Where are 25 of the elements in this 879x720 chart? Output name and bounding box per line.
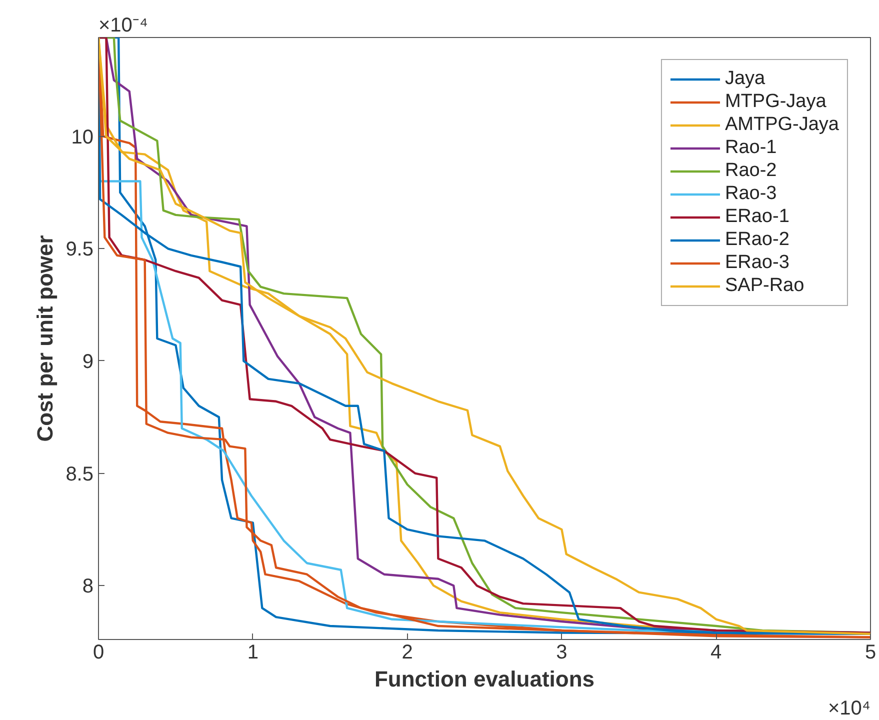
legend-label: Rao-1 — [724, 137, 777, 159]
legend-label: ERao-3 — [724, 252, 790, 274]
legend-label: Jaya — [724, 68, 766, 90]
x-tick-label: 3 — [556, 642, 568, 664]
x-tick-label: 2 — [402, 642, 413, 664]
legend-label: SAP-Rao — [724, 275, 804, 297]
legend-label: MTPG-Jaya — [724, 91, 826, 113]
y-axis-title: Cost per unit power — [32, 234, 58, 442]
x-tick-label: 4 — [710, 642, 722, 664]
legend-label: ERao-1 — [724, 206, 790, 228]
legend-label: ERao-2 — [724, 229, 790, 251]
y-tick-label: 9 — [82, 350, 94, 373]
legend-label: Rao-2 — [724, 160, 777, 182]
y-tick-label: 8 — [82, 576, 94, 598]
y-tick-label: 10 — [71, 126, 94, 148]
text: ×10⁴ — [828, 698, 871, 720]
legend-label: Rao-3 — [724, 183, 777, 205]
y-tick-label: 9.5 — [66, 238, 94, 261]
y-tick-label: 8.5 — [66, 463, 94, 486]
x-tick-label: 5 — [864, 642, 876, 664]
x-tick-label: 0 — [92, 642, 104, 664]
x-axis-title: Function evaluations — [374, 666, 595, 692]
legend-label: AMTPG-Jaya — [724, 114, 839, 136]
text: ×10⁻⁴ — [98, 14, 148, 36]
x-tick-label: 1 — [247, 642, 258, 664]
